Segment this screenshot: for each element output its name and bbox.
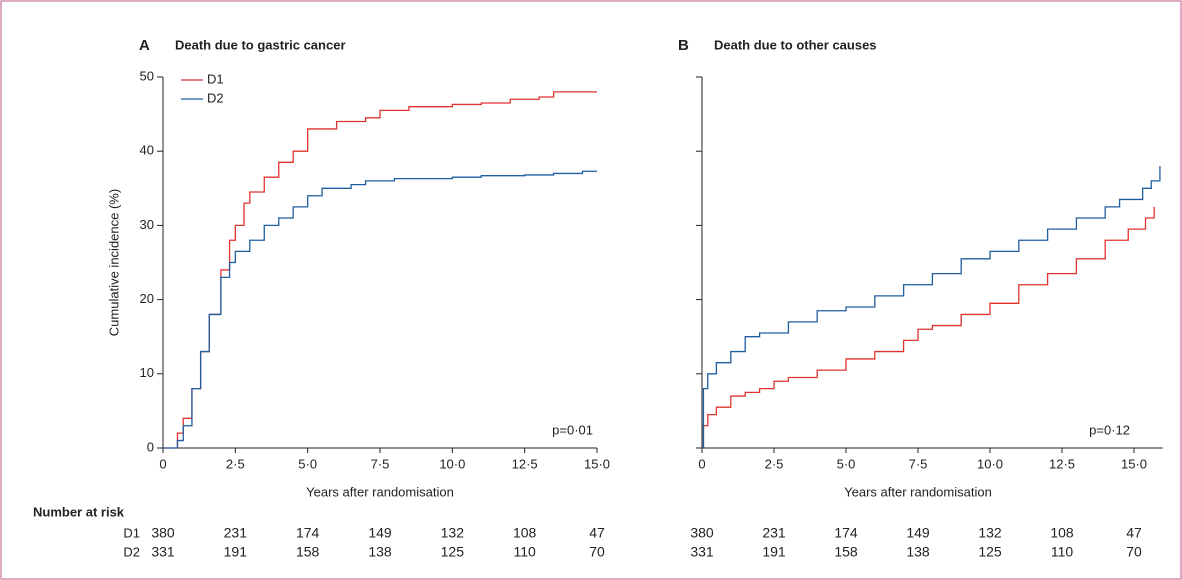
risk-value: 132 [441,525,465,541]
x-tick-label: 12·5 [512,456,538,471]
x-tick-label: 15·0 [1121,456,1147,471]
risk-value: 70 [589,544,605,560]
risk-value: 47 [1126,525,1142,541]
y-tick-label: 30 [140,217,154,232]
risk-value: 231 [762,525,786,541]
risk-value: 125 [978,544,1002,560]
y-tick-label: 0 [147,439,154,454]
x-tick-label: 10·0 [439,456,465,471]
risk-value: 132 [978,525,1002,541]
curve [163,170,597,449]
risk-value: 331 [690,544,714,560]
legend-label: D1 [207,71,224,86]
curve [702,166,1161,449]
risk-value: 138 [368,544,392,560]
x-tick-label: 15·0 [584,456,610,471]
y-tick-label: 20 [140,291,154,306]
x-tick-label: 12·5 [1049,456,1075,471]
y-axis-label: Cumulative incidence (%) [106,189,121,336]
chart-title: Death due to gastric cancer [175,37,346,52]
risk-value: 380 [151,525,175,541]
risk-value: 110 [1051,544,1074,560]
risk-value: 174 [296,525,320,541]
legend-label: D2 [207,90,224,105]
risk-value: 331 [151,544,175,560]
panel-letter: A [139,37,150,54]
x-axis-label: Years after randomisation [844,484,992,499]
risk-value: 149 [906,525,930,541]
risk-value: 158 [296,544,320,560]
x-tick-label: 2·5 [765,456,784,471]
risk-value: 231 [224,525,248,541]
risk-value: 110 [514,544,537,560]
risk-table-title: Number at risk [33,504,125,519]
annotation: p=0·01 [552,422,593,437]
x-tick-label: 7·5 [909,456,928,471]
risk-value: 138 [906,544,930,560]
curve [702,206,1155,449]
y-tick-label: 10 [140,365,154,380]
risk-value: 47 [589,525,605,541]
risk-value: 174 [834,525,858,541]
risk-value: 380 [690,525,714,541]
x-axis-label: Years after randomisation [306,484,454,499]
risk-value: 158 [834,544,858,560]
risk-row-label: D2 [123,544,140,559]
chart-title: Death due to other causes [714,37,877,52]
risk-value: 108 [1050,525,1074,541]
risk-value: 149 [368,525,392,541]
x-tick-label: 2·5 [226,456,245,471]
y-tick-label: 50 [140,68,154,83]
risk-value: 70 [1126,544,1142,560]
annotation: p=0·12 [1089,422,1130,437]
x-tick-label: 10·0 [977,456,1003,471]
risk-value: 108 [513,525,537,541]
x-tick-label: 5·0 [837,456,856,471]
curve [163,91,597,449]
risk-row-label: D1 [123,525,140,540]
risk-value: 191 [762,544,786,560]
y-tick-label: 40 [140,143,154,158]
x-tick-label: 0 [698,456,705,471]
x-tick-label: 0 [159,456,166,471]
x-tick-label: 5·0 [298,456,317,471]
panel-letter: B [678,37,689,54]
risk-value: 125 [441,544,465,560]
x-tick-label: 7·5 [371,456,390,471]
risk-value: 191 [224,544,248,560]
